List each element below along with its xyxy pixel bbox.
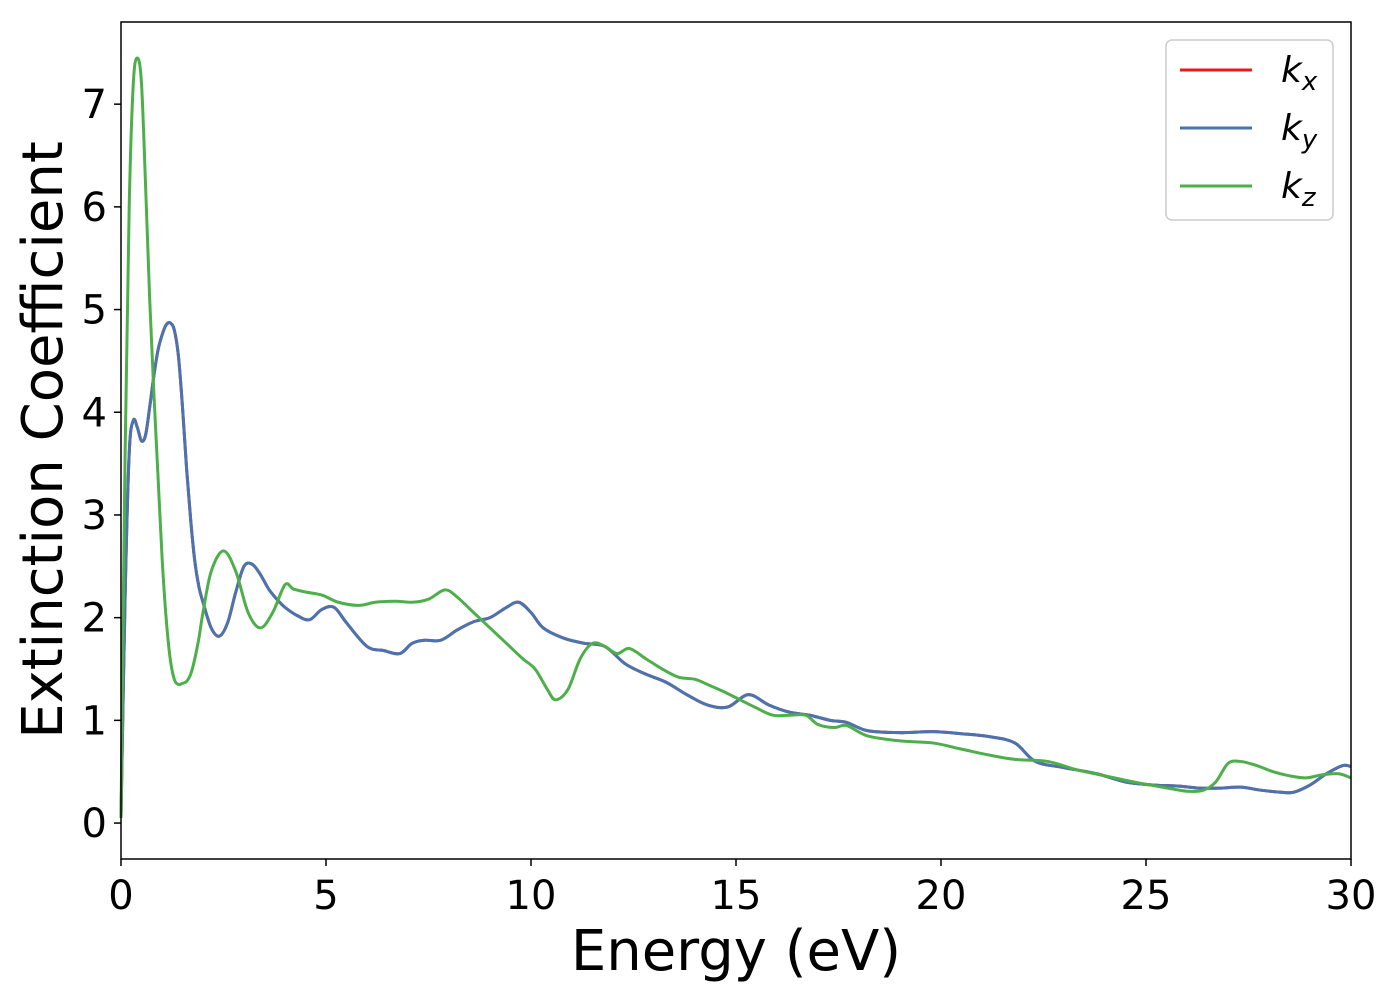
legend-label-x: kx [1281, 50, 1318, 97]
y-tick-label: 3 [82, 493, 107, 539]
x-axis-ticks: 0 5 10 15 20 25 30 [108, 859, 1376, 919]
y-axis-label: Extinction Coefficient [11, 141, 76, 739]
y-tick-label: 5 [82, 288, 107, 334]
series-layer [119, 56, 1352, 818]
y-tick-label: 0 [82, 801, 107, 847]
legend-label-z: kz [1281, 166, 1317, 213]
x-tick-label: 10 [506, 873, 557, 919]
y-tick-label: 6 [82, 185, 107, 231]
x-tick-label: 5 [313, 873, 338, 919]
x-axis-label: Energy (eV) [571, 919, 901, 984]
x-tick-label: 15 [711, 873, 762, 919]
series-line-y [119, 321, 1352, 818]
legend: kx ky kz [1165, 39, 1334, 221]
x-tick-label: 25 [1121, 873, 1172, 919]
y-tick-label: 1 [82, 698, 107, 744]
y-tick-label: 2 [82, 596, 107, 642]
x-tick-label: 20 [916, 873, 967, 919]
y-tick-label: 7 [82, 82, 107, 128]
legend-box [1165, 39, 1334, 221]
series-line-z [119, 56, 1352, 818]
y-tick-label: 4 [82, 390, 107, 436]
x-tick-label: 0 [108, 873, 133, 919]
legend-label-y: ky [1281, 108, 1318, 155]
y-axis-ticks: 0 1 2 3 4 5 6 7 [82, 82, 121, 847]
x-tick-label: 30 [1326, 873, 1377, 919]
